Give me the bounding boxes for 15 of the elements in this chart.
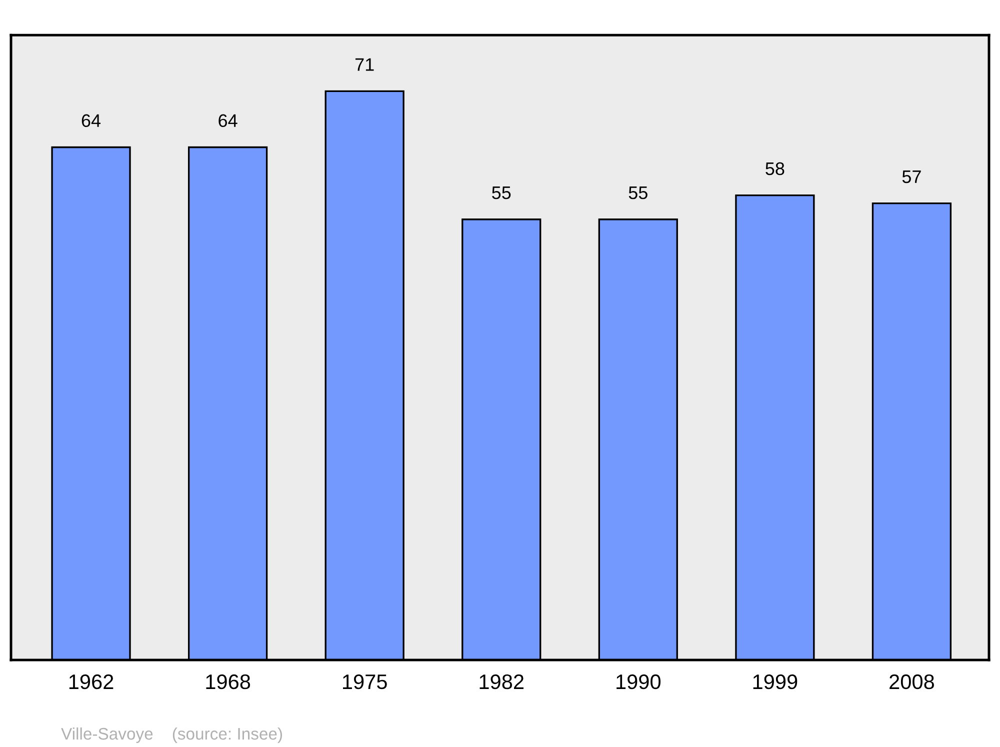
data-label: 57 (902, 170, 921, 184)
x-tick-label: 1975 (343, 674, 387, 690)
data-label: 55 (628, 186, 648, 200)
data-label: 55 (492, 186, 511, 200)
data-label: 58 (766, 162, 784, 176)
x-tick-label: 2008 (890, 674, 934, 690)
x-tick-label: 1982 (480, 674, 524, 690)
x-tick-label: 1968 (206, 674, 250, 690)
x-tick-label: 1990 (616, 674, 661, 690)
data-label: 71 (355, 58, 374, 71)
x-tick-label: 1999 (753, 674, 798, 690)
data-label: 64 (82, 114, 101, 128)
data-label: 64 (218, 114, 238, 128)
x-tick-label: 1962 (69, 674, 114, 690)
text: Ville-Savoye (source: Insee) (61, 727, 282, 743)
